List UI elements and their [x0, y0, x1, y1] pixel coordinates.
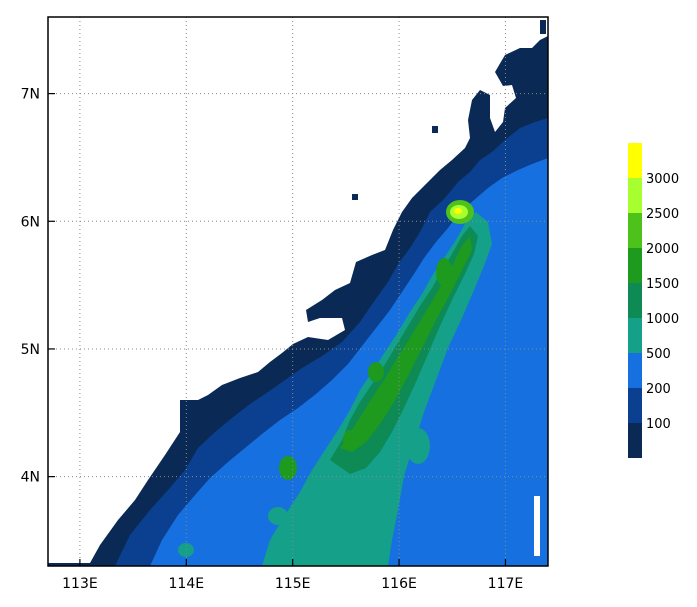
legend-swatch: [628, 423, 642, 458]
plot-frame: [47, 16, 549, 567]
elevation-patch: [343, 430, 357, 450]
x-tick-label: 114E: [169, 576, 205, 592]
legend-label: 1000: [646, 312, 679, 327]
elevation-3000-peak: [454, 208, 462, 214]
legend-label: 2000: [646, 242, 679, 257]
legend-swatch: [628, 283, 642, 318]
y-tick-label: 5N: [21, 342, 40, 358]
y-tick-label: 7N: [21, 87, 40, 103]
legend-swatch: [628, 143, 642, 178]
gridlines: [48, 17, 548, 566]
legend-label: 200: [646, 382, 671, 397]
legend-label: 1500: [646, 277, 679, 292]
elevation-legend: 100 200 500 1000 1500 2000 2500 3000: [628, 143, 679, 458]
x-tick-label: 113E: [62, 576, 98, 592]
legend-label: 100: [646, 417, 671, 432]
legend-swatch: [628, 178, 642, 213]
island: [534, 496, 540, 556]
legend-swatch: [628, 213, 642, 248]
elevation-1500-layer: [340, 236, 472, 452]
y-tick-label: 6N: [21, 214, 40, 230]
elevation-patch: [368, 362, 384, 382]
legend-label: 3000: [646, 172, 679, 187]
y-axis: 4N 5N 6N 7N: [21, 87, 55, 486]
legend-swatch: [628, 318, 642, 353]
legend-swatch: [628, 353, 642, 388]
legend-swatch: [628, 248, 642, 283]
elevation-patch: [436, 258, 452, 286]
island: [540, 20, 546, 34]
elevation-patch: [406, 428, 430, 464]
legend-swatch: [628, 388, 642, 423]
x-tick-label: 116E: [381, 576, 417, 592]
elevation-patch: [268, 507, 288, 525]
island: [352, 194, 358, 200]
y-tick-label: 4N: [21, 470, 40, 486]
island: [432, 126, 438, 133]
x-axis: 113E 114E 115E 116E 117E: [62, 559, 523, 592]
elevation-patch: [314, 522, 350, 550]
legend-label: 2500: [646, 207, 679, 222]
x-tick-label: 115E: [275, 576, 311, 592]
legend-label: 500: [646, 347, 671, 362]
x-tick-label: 117E: [488, 576, 524, 592]
terrain-layers: [48, 20, 548, 566]
